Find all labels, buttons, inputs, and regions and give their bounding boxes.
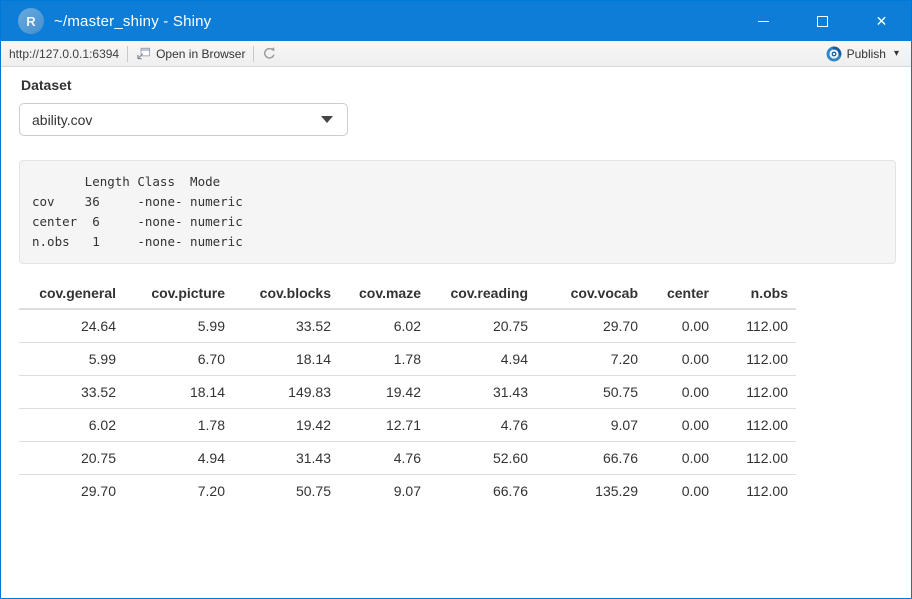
covariance-table: cov.general cov.picture cov.blocks cov.maze… <box>19 280 796 507</box>
table-cell: 4.76 <box>339 441 429 475</box>
dataset-selected-value: ability.cov <box>32 111 93 128</box>
table-cell: 7.20 <box>124 474 233 507</box>
table-cell: 12.71 <box>339 408 429 442</box>
minimize-button[interactable] <box>734 1 793 41</box>
table-cell: 0.00 <box>646 342 717 376</box>
toolbar-separator <box>253 45 255 62</box>
table-cell: 52.60 <box>429 441 536 475</box>
reload-icon <box>262 46 277 61</box>
table-cell: 6.02 <box>19 408 124 442</box>
table-cell: 0.00 <box>646 474 717 507</box>
table-row: 29.70 7.20 50.75 9.07 66.76 135.29 0.00 112.00 <box>19 474 796 507</box>
column-header: cov.vocab <box>536 280 646 310</box>
table-cell: 149.83 <box>233 375 339 409</box>
table-cell: 9.07 <box>339 474 429 507</box>
table-cell: 6.70 <box>124 342 233 376</box>
publish-icon <box>826 46 842 62</box>
table-cell: 6.02 <box>393 318 421 334</box>
table-cell: 18.14 <box>233 342 339 376</box>
minimize-icon <box>758 20 769 22</box>
table-cell: 112.00 <box>717 408 796 442</box>
table-cell: 19.42 <box>233 408 339 442</box>
open-in-browser-button[interactable]: Open in Browser <box>136 46 245 61</box>
table-cell: 66.76 <box>536 441 646 475</box>
table-cell: 20.75 <box>19 441 124 475</box>
table-cell: 112.00 <box>717 474 796 507</box>
table-cell: 19.42 <box>339 375 429 409</box>
column-header: cov.reading <box>429 280 536 310</box>
open-in-browser-icon <box>136 46 151 61</box>
table-cell: 0.00 <box>646 375 717 409</box>
table-cell: 4.94 <box>124 441 233 475</box>
window-title: ~/master_shiny - Shiny <box>54 12 212 30</box>
maximize-icon <box>817 15 828 27</box>
table-cell: 24.64 <box>80 318 116 334</box>
table-cell: 112.00 <box>717 375 796 409</box>
column-header: cov.blocks <box>233 280 339 310</box>
r-logo-letter: R <box>26 13 36 29</box>
chevron-down-icon <box>321 116 333 123</box>
table-cell: 20.75 <box>492 318 528 334</box>
table-cell: 50.75 <box>536 375 646 409</box>
table-cell: 0.00 <box>646 441 717 475</box>
table-cell: 1.78 <box>124 408 233 442</box>
table-cell: 112.00 <box>717 441 796 475</box>
table-row: 33.52 18.14 149.83 19.42 31.43 50.75 0.00 112.0… <box>19 375 796 409</box>
table-cell: 135.29 <box>536 474 646 507</box>
close-button[interactable]: ✕ <box>852 1 911 41</box>
summary-text: Length Class Mode cov 36 -none- numeric … <box>32 174 243 249</box>
column-header: cov.picture <box>124 280 233 310</box>
r-logo-icon: R <box>18 8 44 34</box>
publish-button[interactable]: Publish ▾ <box>826 46 903 62</box>
table-cell: 31.43 <box>429 375 536 409</box>
dataset-select[interactable]: ability.cov <box>19 103 348 136</box>
table-cell: 29.70 <box>602 318 638 334</box>
table-cell: 31.43 <box>233 441 339 475</box>
table-cell: 66.76 <box>429 474 536 507</box>
table-row: 5.99 6.70 18.14 1.78 4.94 7.20 0.00 112.00 <box>19 342 796 376</box>
table-cell: 112.00 <box>717 342 796 376</box>
table-cell: 4.76 <box>429 408 536 442</box>
table-cell: 0.00 <box>681 318 709 334</box>
table-cell: 18.14 <box>124 375 233 409</box>
table-row: 24.64 5.99 33.52 6.02 20.75 29.70 0.00 112.00 <box>19 309 796 343</box>
titlebar: R ~/master_shiny - Shiny ✕ <box>1 1 911 41</box>
app-url: http://127.0.0.1:6394 <box>9 46 120 61</box>
table-cell: 33.52 <box>19 375 124 409</box>
table-cell: 5.99 <box>197 318 225 334</box>
table-body: 24.64 5.99 33.52 6.02 20.75 29.70 0.00 112.00 5.… <box>19 309 796 507</box>
table-cell: 29.70 <box>19 474 124 507</box>
table-cell: 1.78 <box>339 342 429 376</box>
table-cell: 5.99 <box>19 342 124 376</box>
table-cell: 112.00 <box>746 318 788 334</box>
shiny-app-content: Dataset ability.cov Length Class Mode co… <box>1 67 911 598</box>
column-header: cov.general <box>19 280 124 310</box>
publish-label: Publish <box>846 46 886 61</box>
close-icon: ✕ <box>875 13 888 29</box>
table-header-row: cov.general cov.picture cov.blocks cov.maze… <box>19 280 796 310</box>
column-header: n.obs <box>717 280 796 310</box>
summary-output-box: Length Class Mode cov 36 -none- numeric … <box>19 160 896 264</box>
table-cell: 0.00 <box>646 408 717 442</box>
table-cell: 50.75 <box>233 474 339 507</box>
maximize-button[interactable] <box>793 1 852 41</box>
reload-button[interactable] <box>262 46 277 61</box>
table-row: 6.02 1.78 19.42 12.71 4.76 9.07 0.00 112.00 <box>19 408 796 442</box>
column-header: cov.maze <box>339 280 429 310</box>
publish-caret-icon: ▾ <box>893 48 899 59</box>
open-in-browser-label: Open in Browser <box>156 46 246 61</box>
table-cell: 33.52 <box>295 318 331 334</box>
toolbar-separator <box>127 45 129 62</box>
table-row: 20.75 4.94 31.43 4.76 52.60 66.76 0.00 112.00 <box>19 441 796 475</box>
table-cell: 9.07 <box>536 408 646 442</box>
table-cell: 4.94 <box>429 342 536 376</box>
column-header: center <box>646 280 717 310</box>
table-cell: 7.20 <box>536 342 646 376</box>
dataset-label: Dataset <box>21 77 72 93</box>
toolbar: http://127.0.0.1:6394 Open in Browser <box>1 41 911 67</box>
window-controls: ✕ <box>734 1 911 41</box>
